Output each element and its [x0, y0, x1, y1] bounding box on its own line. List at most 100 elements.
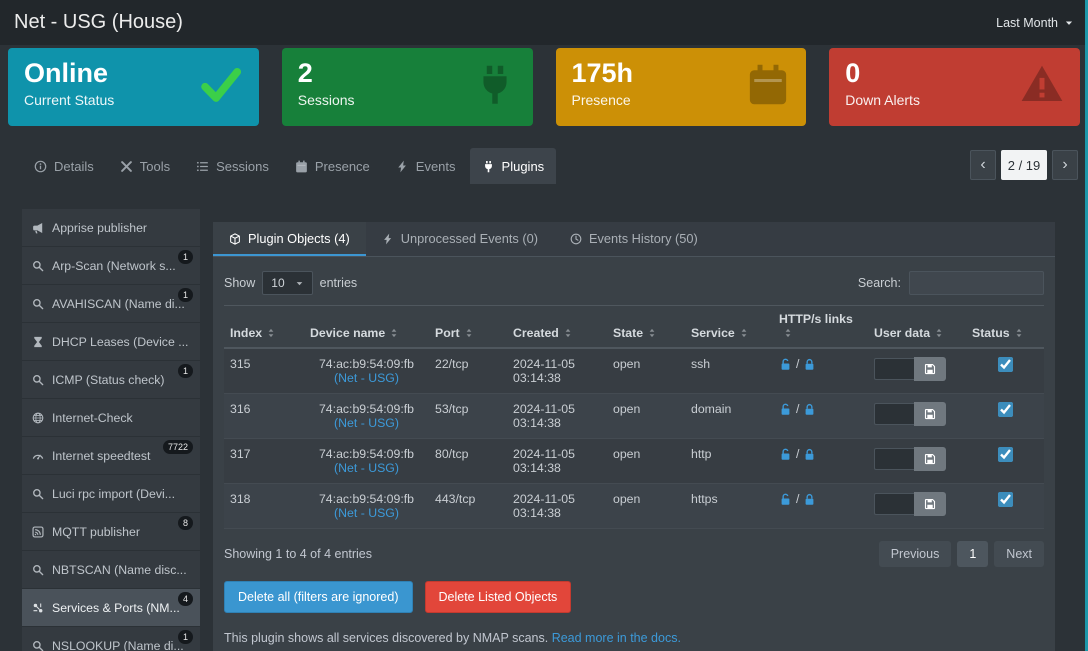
table-row: 315 74:ac:b9:54:09:fb (Net - USG) 22/tcp… [224, 348, 1044, 394]
lock-icon[interactable] [803, 358, 816, 371]
card-value: Online [24, 58, 109, 88]
unlock-icon[interactable] [779, 493, 792, 506]
col-header-user-data[interactable]: User data [868, 305, 966, 349]
mqtt-icon [32, 526, 44, 538]
col-header-port[interactable]: Port [429, 305, 507, 349]
col-header-device-name[interactable]: Device name [304, 305, 429, 349]
col-header-status[interactable]: Status [966, 305, 1044, 349]
sidebar-item-nbtscan[interactable]: NBTSCAN (Name disc... [22, 551, 200, 589]
tab-tools[interactable]: Tools [108, 148, 182, 184]
user-data-input[interactable] [874, 358, 914, 380]
sidebar-item-mqtt-publisher[interactable]: MQTT publisher 8 [22, 513, 200, 551]
tab-unprocessed-events[interactable]: Unprocessed Events (0) [366, 222, 554, 256]
user-data-input[interactable] [874, 448, 914, 470]
sidebar-item-services-ports[interactable]: Services & Ports (NM... 4 [22, 589, 200, 627]
lock-icon[interactable] [803, 403, 816, 416]
sidebar-item-internet-check[interactable]: Internet-Check [22, 399, 200, 437]
entries-label: entries [319, 276, 358, 290]
cell-service: http [685, 438, 773, 484]
col-header-state[interactable]: State [607, 305, 685, 349]
status-checkbox[interactable] [997, 492, 1013, 507]
status-checkbox[interactable] [997, 402, 1013, 417]
cell-created: 2024-11-05 03:14:38 [507, 393, 607, 439]
unlock-icon[interactable] [779, 358, 792, 371]
warning-icon [1020, 63, 1064, 112]
previous-page-button[interactable]: Previous [878, 541, 952, 567]
period-selector-label: Last Month [996, 15, 1058, 30]
tab-events-history[interactable]: Events History (50) [554, 222, 714, 256]
plugin-sidebar: Apprise publisher Arp-Scan (Network s...… [22, 209, 200, 651]
tab-details[interactable]: Details [22, 148, 106, 184]
sidebar-item-avahiscan[interactable]: AVAHISCAN (Name di... 1 [22, 285, 200, 323]
save-button[interactable] [914, 492, 946, 516]
tab-presence[interactable]: Presence [283, 148, 382, 184]
cell-port: 22/tcp [429, 348, 507, 394]
sidebar-item-nslookup[interactable]: NSLOOKUP (Name di... 1 [22, 627, 200, 651]
sidebar-item-icmp[interactable]: ICMP (Status check) 1 [22, 361, 200, 399]
card-current-status: Online Current Status [8, 48, 259, 126]
device-link[interactable]: (Net - USG) [334, 416, 399, 430]
cell-user-data [868, 483, 966, 529]
status-checkbox[interactable] [997, 447, 1013, 462]
user-data-input[interactable] [874, 493, 914, 515]
device-link[interactable]: (Net - USG) [334, 371, 399, 385]
cell-state: open [607, 348, 685, 394]
col-header-created[interactable]: Created [507, 305, 607, 349]
status-checkbox[interactable] [997, 357, 1013, 372]
lock-icon[interactable] [803, 448, 816, 461]
link-separator: / [796, 357, 800, 371]
card-value: 2 [297, 58, 313, 88]
device-link[interactable]: (Net - USG) [334, 506, 399, 520]
page-1-button[interactable]: 1 [957, 541, 989, 567]
save-button[interactable] [914, 402, 946, 426]
period-selector[interactable]: Last Month [996, 16, 1074, 30]
plugin-description-text: This plugin shows all services discovere… [224, 631, 549, 645]
created-time: 03:14:38 [513, 506, 561, 520]
created-time: 03:14:38 [513, 371, 561, 385]
count-badge: 1 [177, 250, 193, 264]
col-header-index[interactable]: Index [224, 305, 304, 349]
save-button[interactable] [914, 357, 946, 381]
cell-user-data [868, 393, 966, 439]
tab-label: Presence [314, 158, 370, 174]
cell-state: open [607, 438, 685, 484]
tab-sessions[interactable]: Sessions [184, 148, 281, 184]
scrollbar[interactable] [1085, 0, 1088, 651]
save-icon [924, 453, 936, 465]
sidebar-item-arp-scan[interactable]: Arp-Scan (Network s... 1 [22, 247, 200, 285]
tab-plugin-objects[interactable]: Plugin Objects (4) [213, 222, 366, 256]
sidebar-item-label: ICMP (Status check) [52, 372, 165, 387]
lock-icon[interactable] [803, 493, 816, 506]
list-icon [196, 160, 209, 173]
speedometer-icon [32, 450, 44, 462]
save-button[interactable] [914, 447, 946, 471]
next-page-button[interactable]: Next [994, 541, 1044, 567]
top-bar: Net - USG (House) Last Month [0, 0, 1088, 45]
sidebar-item-internet-speedtest[interactable]: Internet speedtest 7722 [22, 437, 200, 475]
page-length-select[interactable]: 10 [262, 271, 313, 295]
sidebar-item-dhcp-leases[interactable]: DHCP Leases (Device ... [22, 323, 200, 361]
magnifier-icon [32, 640, 44, 651]
search-input[interactable] [909, 271, 1044, 295]
user-data-input[interactable] [874, 403, 914, 425]
prev-device-button[interactable]: ‹ [970, 150, 996, 180]
tab-events[interactable]: Events [384, 148, 468, 184]
col-header-http-links[interactable]: HTTP/s links [773, 305, 868, 349]
col-header-label: HTTP/s links [779, 312, 853, 326]
device-link[interactable]: (Net - USG) [334, 461, 399, 475]
cell-port: 53/tcp [429, 393, 507, 439]
sidebar-item-apprise-publisher[interactable]: Apprise publisher [22, 209, 200, 247]
docs-link[interactable]: Read more in the docs. [551, 631, 681, 645]
cell-port: 443/tcp [429, 483, 507, 529]
next-device-button[interactable]: › [1052, 150, 1078, 180]
tab-plugins[interactable]: Plugins [469, 148, 557, 184]
cell-http-links: / [773, 483, 868, 529]
sidebar-item-label: NBTSCAN (Name disc... [52, 562, 187, 577]
cell-port: 80/tcp [429, 438, 507, 484]
delete-all-button[interactable]: Delete all (filters are ignored) [224, 581, 413, 613]
col-header-service[interactable]: Service [685, 305, 773, 349]
delete-listed-button[interactable]: Delete Listed Objects [424, 581, 572, 613]
sidebar-item-luci-rpc-import[interactable]: Luci rpc import (Devi... [22, 475, 200, 513]
unlock-icon[interactable] [779, 448, 792, 461]
unlock-icon[interactable] [779, 403, 792, 416]
